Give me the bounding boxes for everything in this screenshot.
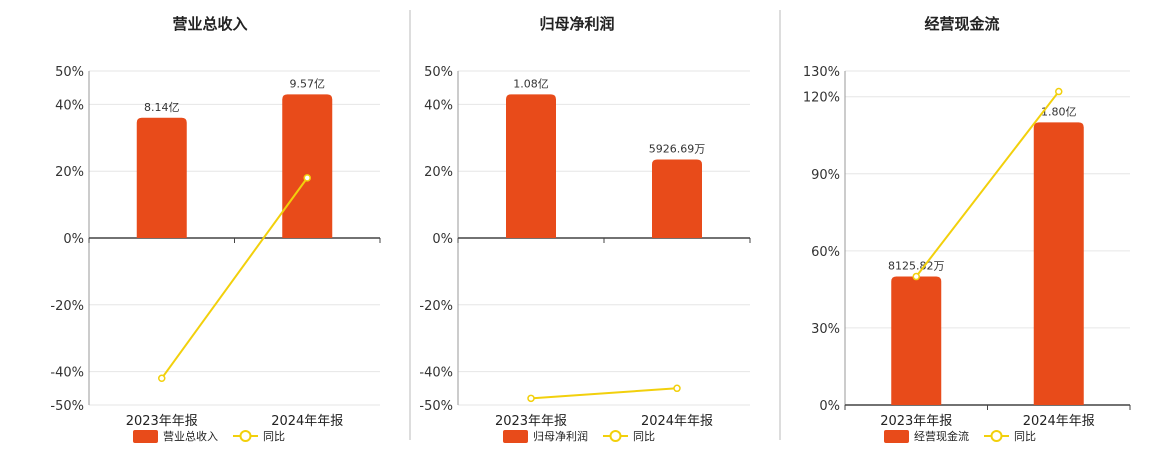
yoy-point [527,394,535,403]
x-category-label: 2023年年报 [495,414,567,429]
y-tick-label: -50% [50,399,84,414]
y-tick-label: 20% [55,165,84,180]
y-tick-label: 50% [55,65,84,80]
y-tick-label: 40% [55,98,84,113]
x-category-label: 2024年年报 [271,414,343,429]
chart-title: 归母净利润 [539,15,614,33]
y-tick-label: 50% [424,65,453,80]
legend-line-label: 同比 [1014,430,1036,443]
y-tick-label: 130% [803,65,840,80]
y-tick-label: 60% [811,245,840,260]
bar [136,117,187,238]
legend-bar-swatch [133,430,158,443]
legend-line-marker [239,430,252,442]
y-tick-label: -40% [419,366,453,381]
bar [282,94,333,238]
yoy-point [912,272,920,281]
y-tick-label: 0% [63,232,84,247]
bar-data-label: 8125.82万 [888,260,945,273]
legend-line-marker [609,430,622,442]
y-tick-label: 30% [811,322,840,337]
bar [891,276,942,405]
y-tick-label: -20% [419,299,453,314]
legend-bar-swatch [503,430,528,443]
bar-data-label: 1.08亿 [513,77,549,90]
y-tick-label: 90% [811,168,840,183]
bar-data-label: 5926.69万 [649,143,706,156]
bar [506,94,556,238]
legend-bar-swatch [884,430,909,443]
legend-line-marker [990,430,1003,442]
bar [652,159,702,238]
bar-data-label: 9.57亿 [290,77,326,90]
y-tick-label: -50% [419,399,453,414]
yoy-line [160,177,309,379]
bar [1033,122,1084,405]
y-tick-label: 0% [819,399,840,414]
x-category-label: 2023年年报 [126,414,198,429]
legend-line-label: 同比 [633,430,655,443]
legend-bar-label: 归母净利润 [533,429,588,443]
legend-bar-label: 经营现金流 [914,429,969,443]
bar-data-label: 8.14亿 [144,101,180,114]
yoy-point [1055,87,1063,96]
legend-bar-label: 营业总收入 [163,429,218,443]
yoy-point [303,174,311,182]
yoy-point [673,384,681,393]
x-category-label: 2024年年报 [641,414,713,429]
y-tick-label: 40% [424,98,453,113]
legend-line-label: 同比 [263,430,285,443]
x-category-label: 2023年年报 [880,414,952,429]
chart-title: 经营现金流 [924,15,999,33]
y-tick-label: 120% [803,91,840,106]
bar-data-label: 1.80亿 [1041,105,1077,118]
yoy-line [530,387,678,400]
y-tick-label: 20% [424,165,453,180]
yoy-line [915,90,1060,278]
yoy-point [158,374,166,383]
y-tick-label: -20% [50,299,84,314]
x-category-label: 2024年年报 [1023,414,1095,429]
y-tick-label: -40% [50,366,84,381]
chart-title: 营业总收入 [172,15,247,33]
y-tick-label: 0% [432,232,453,247]
